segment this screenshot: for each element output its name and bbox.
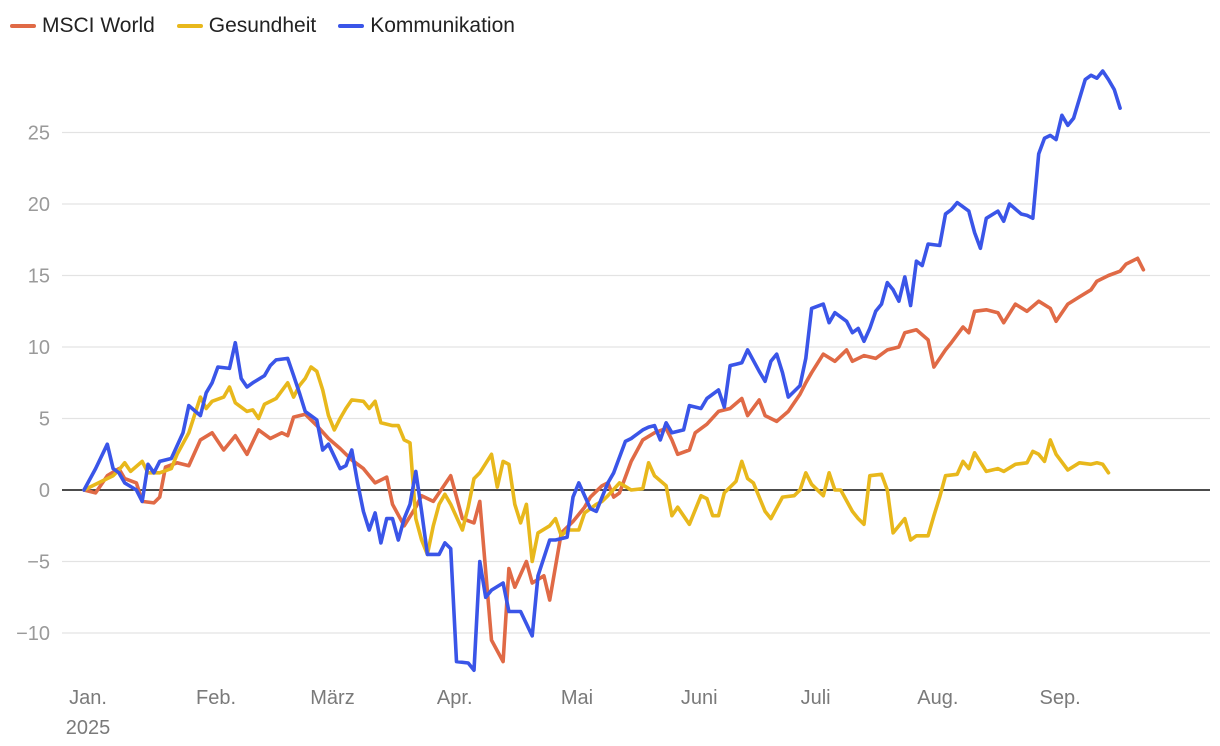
series-line-msci-world[interactable] — [82, 256, 1146, 664]
legend-swatch-gesundheit — [176, 24, 203, 28]
x-tick-label: Apr. — [437, 687, 473, 709]
series-line-gesundheit[interactable] — [82, 365, 1111, 564]
legend-label-gesundheit: Gesundheit — [208, 14, 317, 37]
legend-item-msci-world[interactable]: MSCI World — [10, 14, 155, 38]
x-tick-label: Mai — [561, 687, 593, 709]
legend-swatch-msci-world — [10, 24, 36, 28]
gridlines — [62, 131, 1210, 634]
x-tick-label: März — [310, 687, 354, 709]
legend-item-kommunikation[interactable]: Kommunikation — [338, 14, 515, 38]
y-tick-label: −5 — [27, 552, 50, 574]
x-tick-label: Aug. — [917, 687, 958, 709]
x-year-label: 2025 — [66, 717, 111, 739]
x-tick-label: Juli — [801, 687, 831, 709]
y-tick-label: 15 — [28, 266, 50, 288]
x-axis-ticks: Jan. Feb. März Apr. Mai Juni Juli Aug. Sep. 2025 — [66, 687, 1081, 739]
legend-item-gesundheit[interactable]: Gesundheit — [176, 14, 317, 38]
series-lines — [82, 69, 1146, 673]
y-tick-label: 5 — [39, 409, 50, 431]
y-tick-label: 20 — [28, 194, 50, 216]
y-tick-label: 10 — [28, 337, 50, 359]
legend: MSCI World Gesundheit Kommunikation — [10, 14, 515, 38]
y-tick-label: 0 — [39, 480, 50, 502]
legend-label-kommunikation: Kommunikation — [370, 14, 515, 37]
y-tick-label: −10 — [16, 623, 50, 645]
legend-swatch-kommunikation — [338, 24, 365, 28]
x-tick-label: Juni — [681, 687, 718, 709]
y-axis-ticks: 25 20 15 10 5 0 −5 −10 — [16, 123, 50, 646]
x-tick-label: Jan. — [69, 687, 107, 709]
series-line-kommunikation[interactable] — [82, 69, 1122, 673]
x-tick-label: Feb. — [196, 687, 236, 709]
legend-label-msci-world: MSCI World — [42, 14, 155, 37]
y-tick-label: 25 — [28, 123, 50, 145]
x-tick-label: Sep. — [1040, 687, 1081, 709]
